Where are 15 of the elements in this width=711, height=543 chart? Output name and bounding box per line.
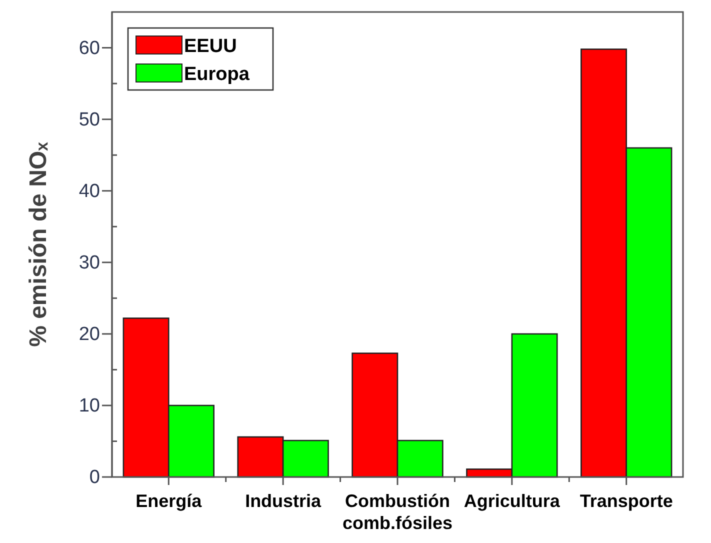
x-tick-label: Energía	[136, 491, 203, 511]
y-tick-label: 40	[78, 180, 100, 202]
y-tick-label: 20	[78, 324, 100, 346]
y-tick-label: 60	[78, 38, 100, 59]
x-tick-label: Combustión comb.fósiles	[342, 491, 453, 533]
y-tick-label: 30	[78, 252, 100, 274]
y-tick-label: 10	[78, 396, 100, 417]
x-tick-label: Agricultura	[464, 491, 561, 511]
x-tick-label: Transporte	[580, 491, 673, 511]
legend-label: EEUU	[184, 36, 237, 57]
x-tick-label: Industria	[245, 491, 322, 511]
y-tick-label: 50	[78, 109, 100, 130]
legend-label: Europa	[184, 64, 250, 85]
y-tick-label: 0	[89, 467, 100, 488]
y-axis-title: % emisión de NOₓ	[25, 142, 52, 347]
